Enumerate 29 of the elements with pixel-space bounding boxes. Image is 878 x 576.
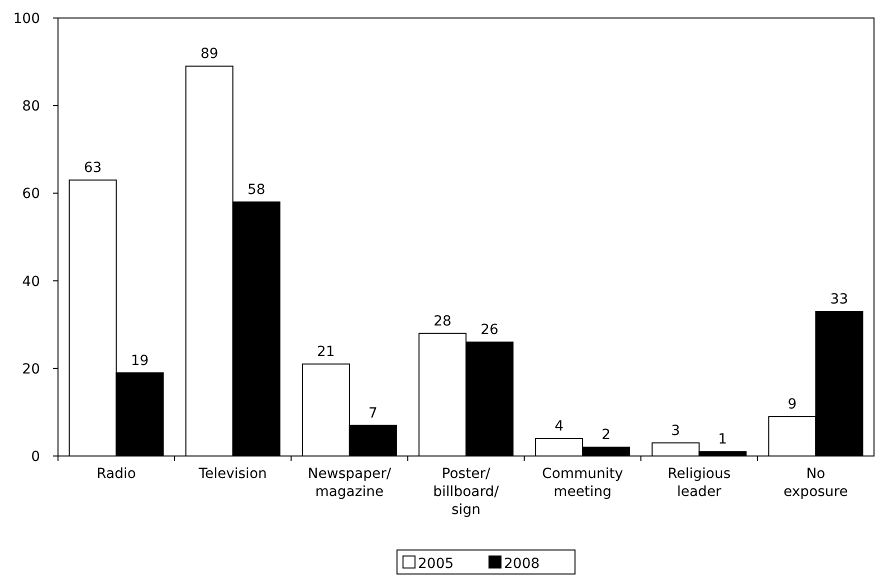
data-label: 63 bbox=[84, 160, 102, 176]
data-label: 89 bbox=[200, 46, 218, 62]
data-label: 19 bbox=[130, 352, 149, 369]
x-tick-label: Poster/billboard/sign bbox=[433, 466, 500, 518]
y-tick-label: 60 bbox=[22, 186, 40, 202]
x-tick-label: No exposure bbox=[784, 466, 848, 500]
data-label: 28 bbox=[434, 313, 452, 330]
data-label: 58 bbox=[247, 182, 266, 198]
y-tick-label: 40 bbox=[22, 274, 40, 290]
data-label: 3 bbox=[671, 422, 680, 439]
x-tick-label: Religious leader bbox=[668, 466, 731, 500]
legend-label: 2008 bbox=[504, 556, 540, 572]
data-label: 7 bbox=[368, 405, 378, 422]
y-tick-label: 0 bbox=[31, 449, 40, 465]
data-label: 9 bbox=[788, 396, 797, 413]
data-label: 26 bbox=[480, 322, 498, 338]
data-label: 33 bbox=[830, 291, 848, 308]
data-label: 21 bbox=[317, 344, 335, 360]
y-tick-label: 80 bbox=[22, 98, 40, 115]
data-label: 4 bbox=[554, 418, 564, 434]
x-tick-label: Radio bbox=[96, 466, 136, 482]
y-tick-label: 100 bbox=[13, 11, 40, 27]
data-label: 2 bbox=[602, 427, 611, 444]
data-label: 1 bbox=[718, 432, 728, 448]
x-tick-label: Newspaper/magazine bbox=[308, 466, 392, 500]
x-tick-label: Television bbox=[198, 466, 267, 482]
y-tick-label: 20 bbox=[22, 361, 40, 378]
legend-label: 2005 bbox=[418, 556, 454, 572]
x-tick-label: Community meeting bbox=[542, 466, 624, 500]
